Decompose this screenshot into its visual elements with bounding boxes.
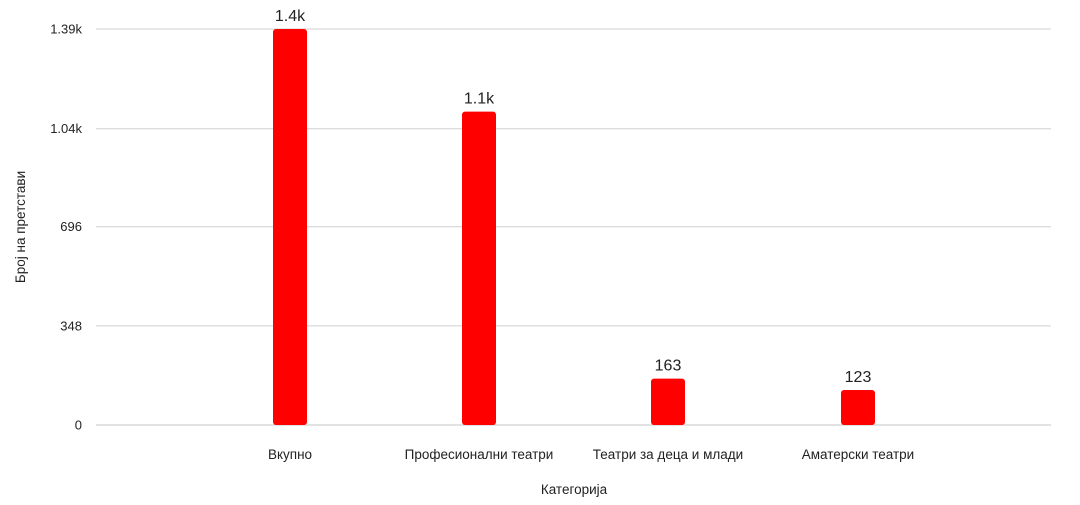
x-tick-label: Аматерски театри (802, 447, 914, 462)
x-tick-label: Вкупно (268, 447, 312, 462)
bar[interactable] (462, 111, 496, 425)
bar-value-label: 163 (655, 358, 682, 375)
y-tick-label: 348 (60, 318, 82, 333)
y-axis-title: Број на претстави (13, 171, 28, 283)
bar-value-label: 1.1k (464, 91, 495, 108)
y-tick-label: 1.39k (50, 22, 82, 37)
bar[interactable] (841, 389, 875, 425)
bars (273, 29, 875, 425)
y-tick-label: 696 (60, 219, 82, 234)
y-tick-label: 1.04k (50, 121, 82, 136)
bar-value-label: 1.4k (275, 8, 306, 25)
x-tick-label: Театри за деца и млади (593, 447, 743, 462)
x-axis-ticks: Вкупно Професионални театри Театри за деца… (268, 447, 914, 462)
gridlines (96, 28, 1051, 426)
y-tick-label: 0 (75, 418, 82, 433)
x-tick-label: Професионални театри (405, 447, 554, 462)
bar-value-labels: 1.4k 1.1k 163 123 (275, 8, 872, 386)
bar[interactable] (651, 378, 685, 425)
bar-value-label: 123 (845, 369, 872, 386)
x-axis-title: Категорија (541, 482, 608, 497)
bar[interactable] (273, 29, 307, 425)
y-axis-ticks: 0 348 696 1.04k 1.39k (50, 22, 82, 433)
